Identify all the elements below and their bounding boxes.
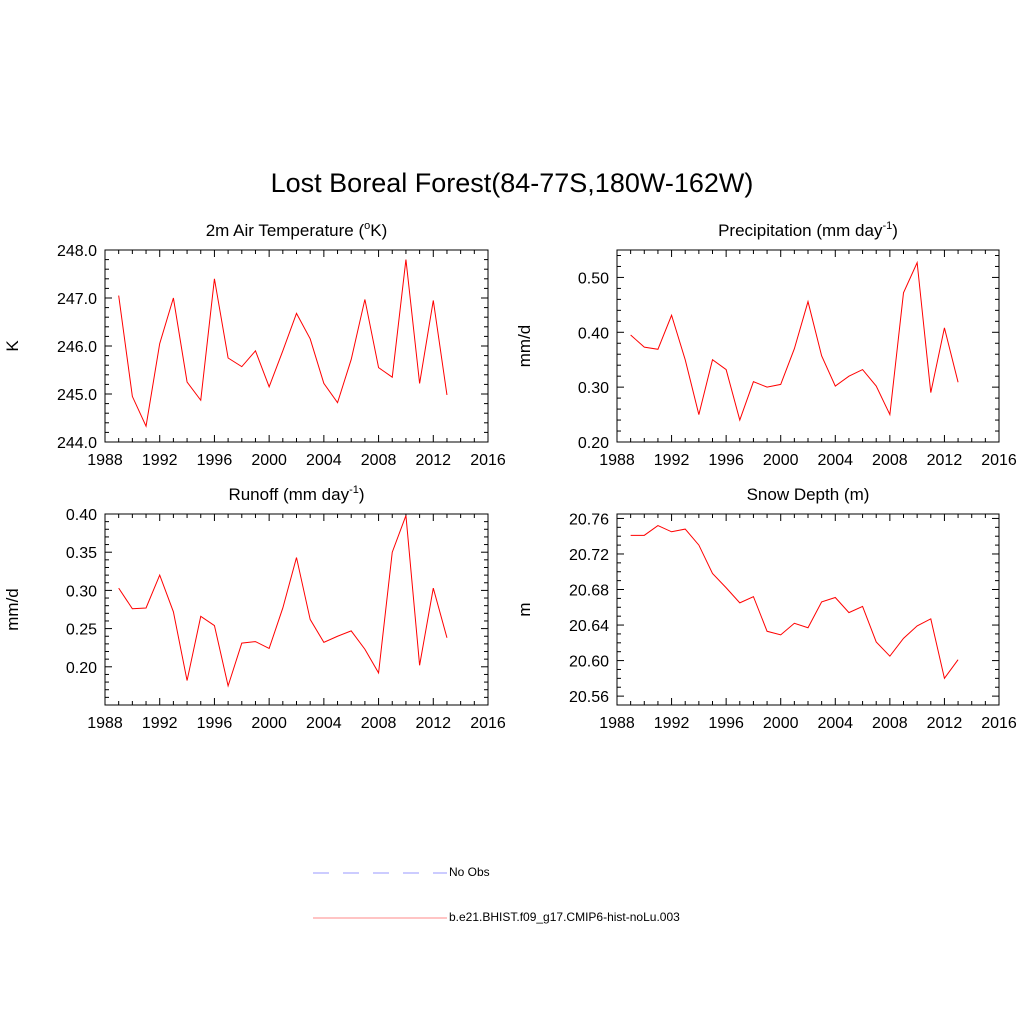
x-tick-label: 2000 [763, 715, 799, 732]
y-tick-label: 0.40 [66, 507, 97, 524]
x-tick-label: 2016 [470, 452, 506, 469]
y-tick-label: 0.50 [578, 270, 609, 287]
y-tick-label: 247.0 [57, 291, 97, 308]
panel-title-text: Runoff (mm day [228, 485, 349, 504]
plot-frame [104, 249, 489, 443]
y-tick-label: 20.64 [569, 618, 609, 635]
x-tick-label: 1992 [142, 715, 178, 732]
chart-panel-2: 1988 1992 1996 2000 2004 2008 2012 2016 0.20 0.25… [3, 484, 506, 732]
x-tick-label: 2012 [415, 715, 451, 732]
legend-obs-label: No Obs [449, 865, 490, 879]
x-tick-label: 2000 [251, 715, 287, 732]
x-tick-label: 2016 [981, 715, 1017, 732]
y-tick-label: 0.20 [578, 435, 609, 452]
x-tick-label: 2008 [872, 715, 908, 732]
x-tick-label: 2008 [361, 452, 397, 469]
y-axis-label: mm/d [515, 325, 534, 368]
y-tick-label: 244.0 [57, 435, 97, 452]
y-tick-label: 20.76 [569, 511, 609, 528]
y-tick-label: 0.40 [578, 325, 609, 342]
y-tick-label: 0.25 [66, 622, 97, 639]
panel-title-text: Precipitation (mm day [718, 221, 883, 240]
series-line [118, 515, 448, 688]
x-tick-label: 1988 [599, 715, 635, 732]
y-tick-label: 246.0 [57, 339, 97, 356]
x-tick-label: 1996 [708, 715, 744, 732]
panel-title: Precipitation (mm day-1) [718, 220, 898, 240]
plot-frame [616, 249, 1000, 443]
panel-title-superscript: -1 [882, 220, 892, 232]
chart-panel-3: 1988 1992 1996 2000 2004 2008 2012 2016 20.56 20.… [515, 485, 1017, 732]
x-tick-label: 2008 [872, 452, 908, 469]
y-tick-label: 0.35 [66, 545, 97, 562]
y-axis-label: m [515, 602, 534, 616]
y-axis-label: mm/d [3, 588, 22, 631]
x-tick-label: 2004 [817, 715, 853, 732]
y-tick-label: 0.20 [66, 660, 97, 677]
series-line [630, 260, 959, 422]
x-tick-label: 1992 [142, 452, 178, 469]
x-tick-label: 2016 [470, 715, 506, 732]
y-tick-label: 248.0 [57, 243, 97, 260]
panel-title-superscript: -1 [349, 484, 359, 496]
page-title: Lost Boreal Forest(84-77S,180W-162W) [270, 168, 754, 198]
series-line [118, 259, 448, 428]
x-tick-label: 2016 [981, 452, 1017, 469]
plot-frame [104, 513, 489, 706]
y-tick-label: 20.72 [569, 547, 609, 564]
x-tick-label: 1996 [197, 452, 233, 469]
x-tick-label: 2000 [251, 452, 287, 469]
panel-title-text: K) [370, 221, 387, 240]
x-tick-label: 1988 [87, 452, 123, 469]
chart-panel-1: 1988 1992 1996 2000 2004 2008 2012 2016 0.20 0.30… [515, 220, 1017, 469]
y-axis-label: K [3, 340, 22, 352]
panel-title-text: ) [892, 221, 898, 240]
x-tick-label: 1992 [654, 452, 690, 469]
x-tick-label: 2004 [817, 452, 853, 469]
y-tick-label: 20.56 [569, 689, 609, 706]
chart-panel-0: 1988 1992 1996 2000 2004 2008 2012 2016 244.0 245… [3, 220, 506, 469]
y-tick-label: 245.0 [57, 387, 97, 404]
series-line [630, 524, 959, 680]
y-tick-label: 20.60 [569, 654, 609, 671]
x-tick-label: 1996 [197, 715, 233, 732]
panel-title-text: 2m Air Temperature ( [206, 221, 365, 240]
panel-title-text: Snow Depth (m) [747, 485, 870, 504]
x-tick-label: 2012 [927, 452, 963, 469]
panel-title: Snow Depth (m) [747, 485, 870, 504]
x-tick-label: 1996 [708, 452, 744, 469]
y-tick-label: 0.30 [578, 380, 609, 397]
x-tick-label: 2012 [415, 452, 451, 469]
legend-model-label: b.e21.BHIST.f09_g17.CMIP6-hist-noLu.003 [449, 910, 680, 924]
x-tick-label: 2004 [306, 452, 342, 469]
x-tick-label: 2004 [306, 715, 342, 732]
x-tick-label: 1992 [654, 715, 690, 732]
panel-title: 2m Air Temperature (oK) [206, 220, 388, 240]
panel-title-text: ) [359, 485, 365, 504]
x-tick-label: 1988 [599, 452, 635, 469]
panel-title-superscript: o [364, 220, 370, 232]
x-tick-label: 2000 [763, 452, 799, 469]
plot-frame [616, 513, 1000, 706]
y-tick-label: 0.30 [66, 583, 97, 600]
x-tick-label: 2012 [927, 715, 963, 732]
x-tick-label: 2008 [361, 715, 397, 732]
y-tick-label: 20.68 [569, 583, 609, 600]
x-tick-label: 1988 [87, 715, 123, 732]
panel-title: Runoff (mm day-1) [228, 484, 364, 504]
